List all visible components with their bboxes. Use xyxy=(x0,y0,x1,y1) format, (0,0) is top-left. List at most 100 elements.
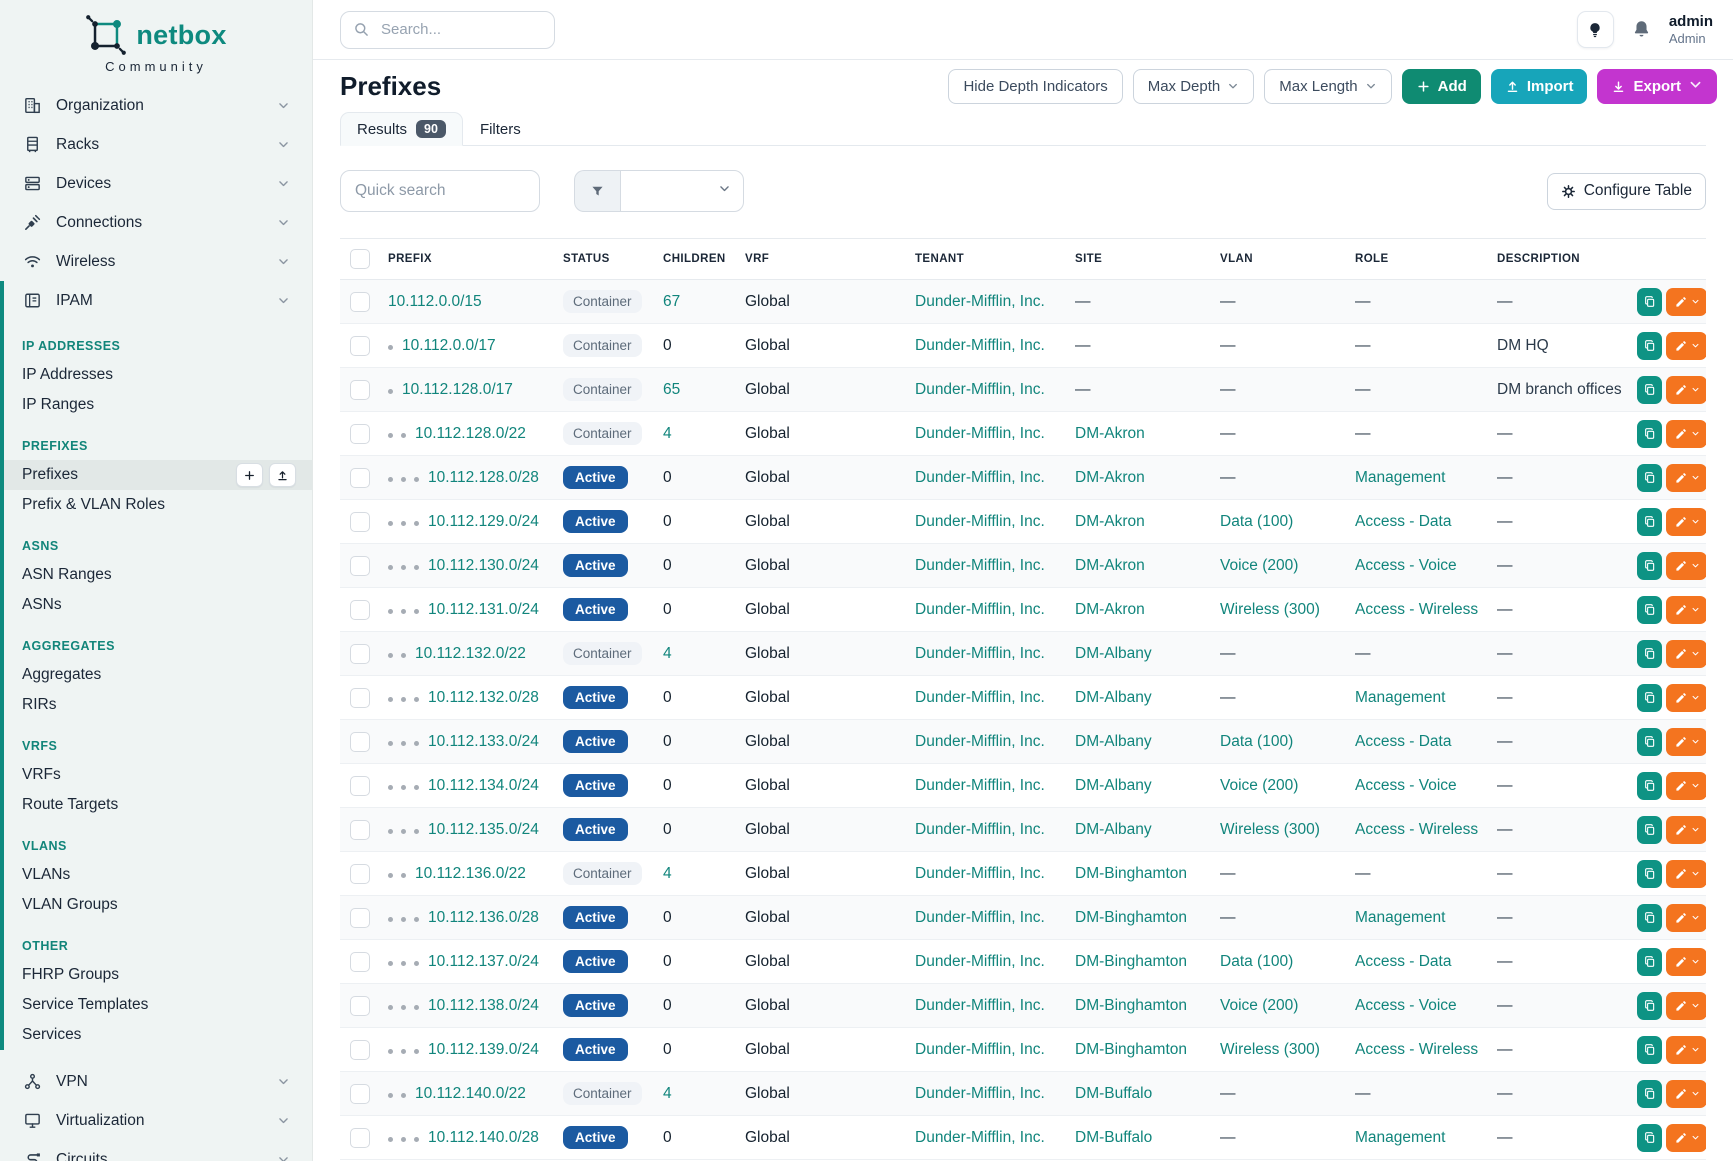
row-checkbox[interactable] xyxy=(350,1127,370,1148)
import-prefix-button[interactable] xyxy=(269,463,296,487)
copy-button[interactable] xyxy=(1637,331,1663,360)
sidebar-item-aggregates[interactable]: Aggregates xyxy=(4,660,312,690)
tenant-link[interactable]: Dunder-Mifflin, Inc. xyxy=(915,336,1045,354)
prefix-link[interactable]: 10.112.131.0/24 xyxy=(428,600,539,618)
prefix-link[interactable]: 10.112.128.0/22 xyxy=(415,424,526,442)
row-checkbox[interactable] xyxy=(350,951,370,972)
prefix-link[interactable]: 10.112.138.0/24 xyxy=(428,996,539,1014)
site-link[interactable]: DM-Albany xyxy=(1075,776,1152,794)
copy-button[interactable] xyxy=(1637,903,1663,932)
site-link[interactable]: DM-Albany xyxy=(1075,644,1152,662)
sidebar-item-connections[interactable]: Connections xyxy=(0,203,312,242)
quick-search-input[interactable] xyxy=(340,170,540,212)
row-checkbox[interactable] xyxy=(350,907,370,928)
select-all-checkbox[interactable] xyxy=(350,249,370,269)
tenant-link[interactable]: Dunder-Mifflin, Inc. xyxy=(915,776,1045,794)
edit-button[interactable] xyxy=(1666,727,1706,756)
max-length-dropdown[interactable]: Max Length xyxy=(1264,68,1392,104)
sidebar-item-fhrp-groups[interactable]: FHRP Groups xyxy=(4,960,312,990)
row-checkbox[interactable] xyxy=(350,291,370,312)
row-checkbox[interactable] xyxy=(350,511,370,532)
column-header-status[interactable]: STATUS xyxy=(553,238,653,280)
column-header-vrf[interactable]: VRF xyxy=(735,238,905,280)
site-link[interactable]: DM-Albany xyxy=(1075,732,1152,750)
row-checkbox[interactable] xyxy=(350,819,370,840)
row-checkbox[interactable] xyxy=(350,335,370,356)
sidebar-item-route-targets[interactable]: Route Targets xyxy=(4,790,312,820)
copy-button[interactable] xyxy=(1637,595,1663,624)
role-link[interactable]: Access - Voice xyxy=(1355,776,1457,794)
children-count-link[interactable]: 4 xyxy=(663,644,672,662)
tenant-link[interactable]: Dunder-Mifflin, Inc. xyxy=(915,1128,1045,1146)
import-button[interactable]: Import xyxy=(1490,68,1588,104)
column-header-prefix[interactable]: PREFIX xyxy=(378,238,553,280)
edit-button[interactable] xyxy=(1666,683,1706,712)
tenant-link[interactable]: Dunder-Mifflin, Inc. xyxy=(915,556,1045,574)
edit-button[interactable] xyxy=(1666,507,1706,536)
row-checkbox[interactable] xyxy=(350,731,370,752)
children-count-link[interactable]: 67 xyxy=(663,292,681,310)
prefix-link[interactable]: 10.112.140.0/28 xyxy=(428,1128,539,1146)
vlan-link[interactable]: Voice (200) xyxy=(1220,556,1299,574)
sidebar-item-asns[interactable]: ASNs xyxy=(4,590,312,620)
prefix-link[interactable]: 10.112.139.0/24 xyxy=(428,1040,539,1058)
export-button[interactable]: Export xyxy=(1597,68,1717,104)
site-link[interactable]: DM-Akron xyxy=(1075,424,1145,442)
sidebar-item-ip-addresses[interactable]: IP Addresses xyxy=(4,360,312,390)
tenant-link[interactable]: Dunder-Mifflin, Inc. xyxy=(915,996,1045,1014)
row-checkbox[interactable] xyxy=(350,643,370,664)
max-depth-dropdown[interactable]: Max Depth xyxy=(1132,68,1255,104)
column-header-description[interactable]: DESCRIPTION xyxy=(1487,238,1627,280)
sidebar-item-circuits[interactable]: Circuits xyxy=(0,1140,312,1161)
row-checkbox[interactable] xyxy=(350,863,370,884)
role-link[interactable]: Management xyxy=(1355,908,1446,926)
role-link[interactable]: Access - Wireless xyxy=(1355,1040,1479,1058)
column-header-site[interactable]: SITE xyxy=(1065,238,1210,280)
prefix-link[interactable]: 10.112.130.0/24 xyxy=(428,556,539,574)
prefix-link[interactable]: 10.112.136.0/22 xyxy=(415,864,526,882)
site-link[interactable]: DM-Binghamton xyxy=(1075,864,1187,882)
edit-button[interactable] xyxy=(1666,859,1706,888)
site-link[interactable]: DM-Akron xyxy=(1075,468,1145,486)
prefix-link[interactable]: 10.112.128.0/17 xyxy=(402,380,513,398)
role-link[interactable]: Management xyxy=(1355,1128,1446,1146)
site-link[interactable]: DM-Albany xyxy=(1075,688,1152,706)
site-link[interactable]: DM-Binghamton xyxy=(1075,996,1187,1014)
role-link[interactable]: Access - Voice xyxy=(1355,556,1457,574)
copy-button[interactable] xyxy=(1637,727,1663,756)
row-checkbox[interactable] xyxy=(350,555,370,576)
sidebar-item-ip-ranges[interactable]: IP Ranges xyxy=(4,390,312,420)
row-checkbox[interactable] xyxy=(350,467,370,488)
sidebar-item-vlan-groups[interactable]: VLAN Groups xyxy=(4,890,312,920)
column-header-children[interactable]: CHILDREN xyxy=(653,238,735,280)
tenant-link[interactable]: Dunder-Mifflin, Inc. xyxy=(915,1084,1045,1102)
row-checkbox[interactable] xyxy=(350,995,370,1016)
add-prefix-button[interactable] xyxy=(236,463,263,487)
copy-button[interactable] xyxy=(1637,771,1663,800)
sidebar-item-racks[interactable]: Racks xyxy=(0,125,312,164)
brand[interactable]: netbox Community xyxy=(0,0,312,78)
copy-button[interactable] xyxy=(1637,1035,1663,1064)
copy-button[interactable] xyxy=(1637,683,1663,712)
tenant-link[interactable]: Dunder-Mifflin, Inc. xyxy=(915,952,1045,970)
site-link[interactable]: DM-Albany xyxy=(1075,820,1152,838)
theme-toggle-button[interactable] xyxy=(1576,11,1614,48)
tenant-link[interactable]: Dunder-Mifflin, Inc. xyxy=(915,688,1045,706)
children-count-link[interactable]: 4 xyxy=(663,1084,672,1102)
edit-button[interactable] xyxy=(1666,903,1706,932)
vlan-link[interactable]: Wireless (300) xyxy=(1220,600,1320,618)
tenant-link[interactable]: Dunder-Mifflin, Inc. xyxy=(915,600,1045,618)
prefix-link[interactable]: 10.112.129.0/24 xyxy=(428,512,539,530)
sidebar-item-virtualization[interactable]: Virtualization xyxy=(0,1101,312,1140)
prefix-link[interactable]: 10.112.128.0/28 xyxy=(428,468,539,486)
tenant-link[interactable]: Dunder-Mifflin, Inc. xyxy=(915,424,1045,442)
edit-button[interactable] xyxy=(1666,947,1706,976)
copy-button[interactable] xyxy=(1637,639,1663,668)
sidebar-item-prefix-vlan-roles[interactable]: Prefix & VLAN Roles xyxy=(4,490,312,520)
row-checkbox[interactable] xyxy=(350,1083,370,1104)
edit-button[interactable] xyxy=(1666,815,1706,844)
add-button[interactable]: Add xyxy=(1401,68,1481,104)
site-link[interactable]: DM-Binghamton xyxy=(1075,952,1187,970)
copy-button[interactable] xyxy=(1637,859,1663,888)
tab-results[interactable]: Results 90 xyxy=(340,112,463,146)
